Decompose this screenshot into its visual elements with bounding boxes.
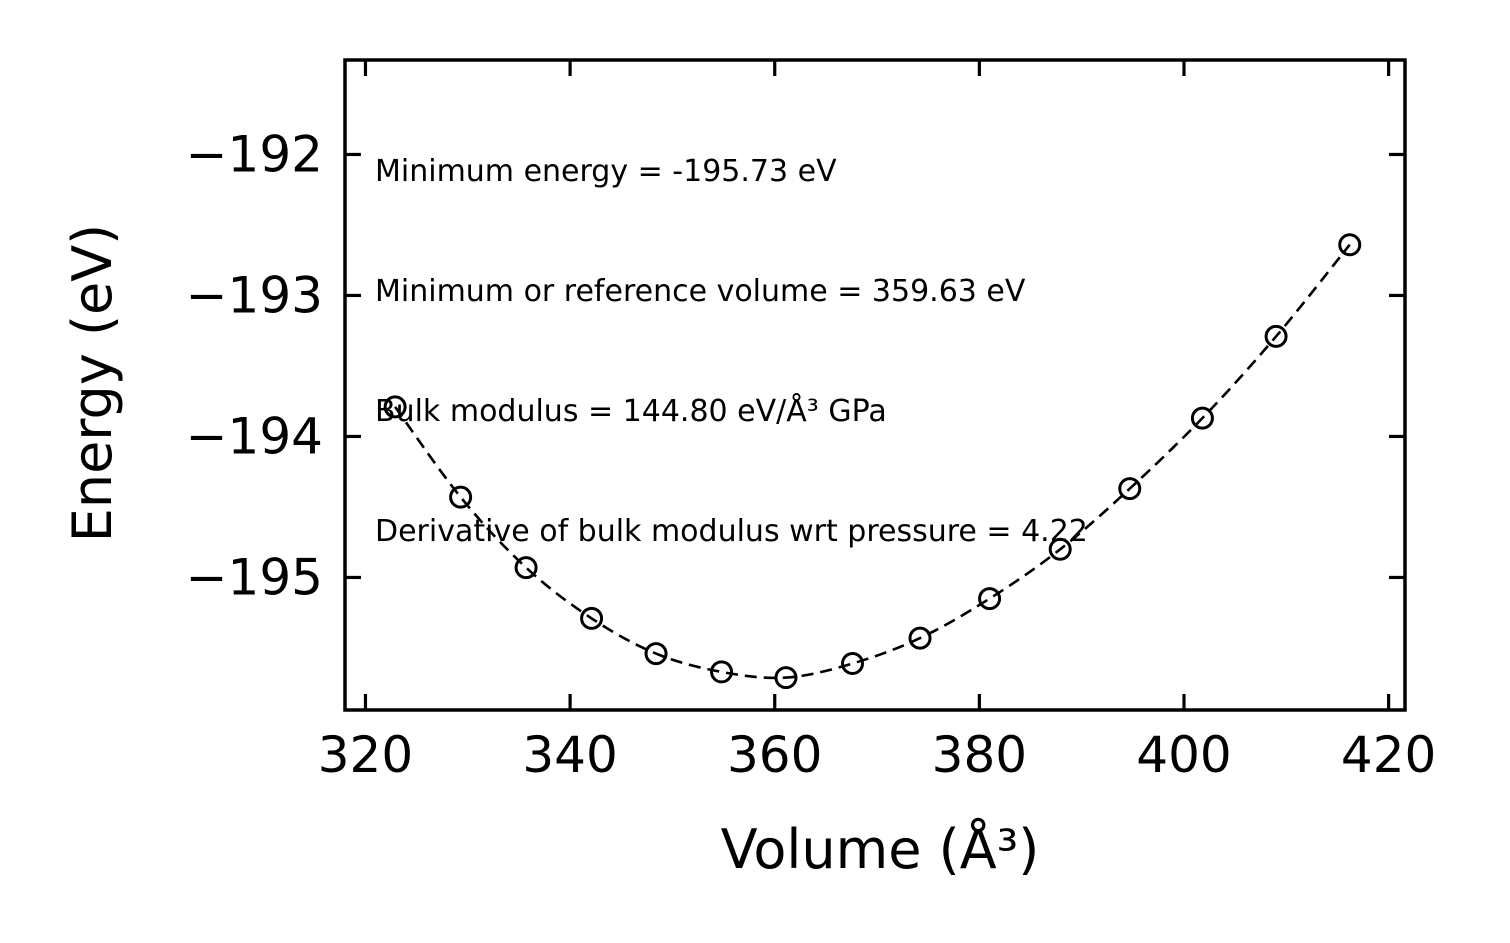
x-axis-label: Volume (Å³)	[720, 818, 1040, 881]
data-point-marker	[514, 556, 538, 580]
y-tick-label: −192	[186, 125, 323, 183]
y-tick-label: −194	[186, 407, 323, 465]
annotation-reference-volume: Minimum or reference volume = 359.63 eV	[375, 274, 1026, 309]
x-tick-label: 340	[522, 726, 617, 784]
y-axis-label: Energy (eV)	[61, 223, 124, 543]
fit-annotation-block: Minimum energy = -195.73 eV Minimum or r…	[375, 72, 1088, 632]
annotation-bulk-modulus: Bulk modulus = 144.80 eV/Å³ GPa	[375, 394, 887, 429]
data-point-marker	[1264, 324, 1288, 348]
data-point-marker	[840, 651, 864, 675]
data-point-marker	[449, 485, 473, 509]
annotation-minimum-energy: Minimum energy = -195.73 eV	[375, 154, 837, 189]
x-tick-label: 380	[932, 726, 1027, 784]
axes-spines	[343, 58, 1407, 712]
data-point-marker	[978, 587, 1002, 611]
x-tick-label: 420	[1341, 726, 1436, 784]
data-point-marker	[774, 666, 798, 690]
data-point-marker	[644, 642, 668, 666]
x-tick-label: 360	[727, 726, 822, 784]
x-tick-label: 320	[318, 726, 413, 784]
y-tick-label: −193	[186, 266, 323, 324]
data-point-marker	[383, 395, 407, 419]
data-point-marker	[1118, 477, 1142, 501]
data-point-marker	[580, 606, 604, 630]
data-point-marker	[908, 626, 932, 650]
data-point-marker	[1190, 406, 1214, 430]
y-tick-label: −195	[186, 548, 323, 606]
data-point-marker	[710, 660, 734, 684]
annotation-bulk-modulus-derivative: Derivative of bulk modulus wrt pressure …	[375, 514, 1088, 549]
eos-fit-curve	[394, 243, 1351, 680]
data-point-marker	[1048, 537, 1072, 561]
data-point-marker	[1338, 233, 1362, 257]
x-tick-label: 400	[1136, 726, 1231, 784]
